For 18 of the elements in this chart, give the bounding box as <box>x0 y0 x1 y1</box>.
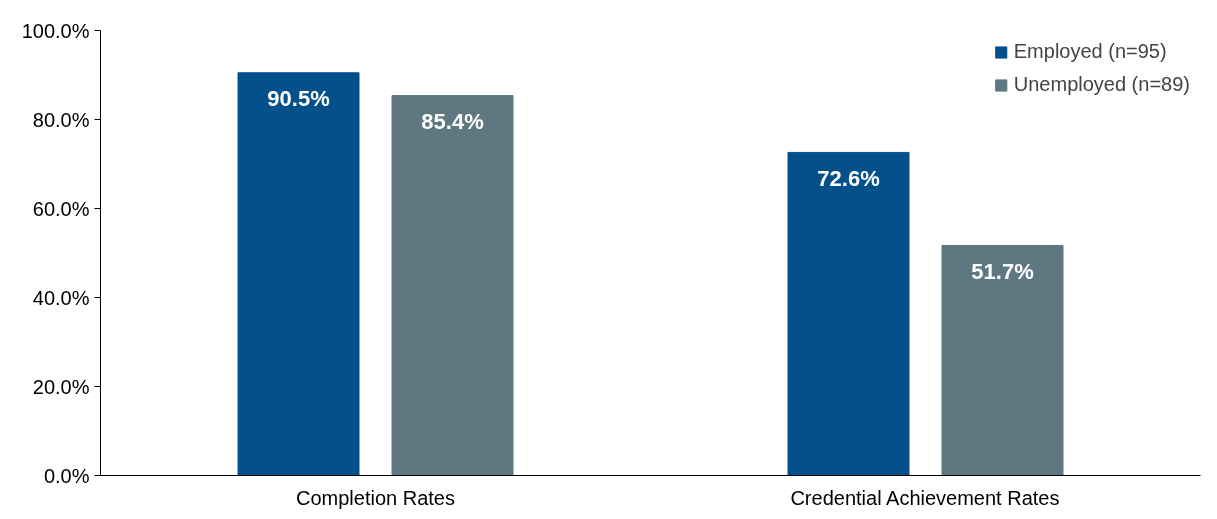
x-tick-label: Completion Rates <box>296 486 455 509</box>
y-tick-label: 80.0% <box>32 108 90 131</box>
y-tick-label: 60.0% <box>32 197 90 220</box>
data-label: 72.6% <box>817 165 880 191</box>
data-label: 85.4% <box>421 108 484 134</box>
y-tick-label: 20.0% <box>32 375 90 398</box>
legend-label: Employed (n=95) <box>1013 40 1167 63</box>
bar <box>391 94 514 476</box>
data-label: 51.7% <box>971 258 1034 284</box>
bar <box>787 151 910 476</box>
y-tick-label: 40.0% <box>32 286 90 309</box>
data-label: 90.5% <box>267 86 330 112</box>
bar <box>941 244 1064 476</box>
bar <box>237 72 360 476</box>
y-tick-label: 100.0% <box>21 19 90 42</box>
x-tick-label: Credential Achievement Rates <box>790 486 1060 509</box>
y-tick-label: 0.0% <box>43 464 90 487</box>
legend-label: Unemployed (n=89) <box>1013 73 1190 96</box>
